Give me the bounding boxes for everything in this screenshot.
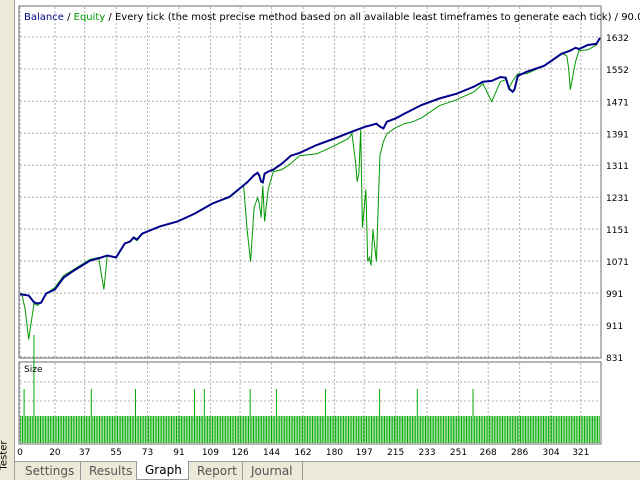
equity-legend: Equity (74, 12, 106, 23)
y-tick-label: 1391 (606, 130, 629, 140)
x-tick-label: 197 (356, 448, 373, 458)
balance-legend: Balance (24, 12, 64, 23)
y-tick-label: 831 (606, 354, 623, 364)
y-tick-label: 1071 (606, 258, 629, 268)
y-tick-label: 991 (606, 290, 623, 300)
x-tick-label: 126 (232, 448, 249, 458)
y-tick-label: 1231 (606, 194, 629, 204)
y-tick-label: 1552 (606, 66, 629, 76)
x-tick-label: 20 (49, 448, 61, 458)
x-tick-label: 268 (480, 448, 497, 458)
x-tick-label: 162 (294, 448, 311, 458)
tester-sidebar-label-box: Tester (0, 436, 13, 476)
tester-sidebar-label: Tester (0, 440, 10, 471)
tab-report[interactable]: Report (189, 462, 243, 480)
tab-graph[interactable]: Graph (136, 461, 189, 480)
x-tick-label: 73 (142, 448, 153, 458)
y-tick-label: 1151 (606, 226, 629, 236)
balance-line (19, 37, 601, 305)
y-tick-label: 1311 (606, 162, 629, 172)
size-label: Size (24, 365, 43, 375)
x-tick-label: 55 (110, 448, 121, 458)
tester-tab-bar: Settings Results Graph Report Journal (15, 461, 640, 480)
x-tick-label: 180 (326, 448, 343, 458)
tab-journal[interactable]: Journal (243, 462, 303, 480)
y-tick-label: 1471 (606, 98, 629, 108)
x-tick-label: 215 (387, 448, 404, 458)
x-tick-label: 37 (79, 448, 90, 458)
x-tick-label: 91 (173, 448, 184, 458)
x-tick-label: 144 (263, 448, 280, 458)
tester-sidebar: Tester (0, 0, 15, 480)
x-tick-label: 304 (542, 448, 559, 458)
legend-separator: / (64, 12, 74, 23)
x-tick-label: 109 (202, 448, 219, 458)
test-description: / Every tick (the most precise method ba… (105, 12, 640, 23)
y-tick-label: 1632 (606, 34, 629, 44)
chart-legend-header: Balance / Equity / Every tick (the most … (24, 12, 640, 23)
x-tick-label: 233 (418, 448, 435, 458)
tab-settings[interactable]: Settings (17, 462, 81, 480)
tester-graph: 1632 1552 1471 1391 1311 1231 1151 1071 991 911 83… (17, 5, 640, 458)
tab-results[interactable]: Results (81, 462, 137, 480)
x-tick-label: 251 (450, 448, 467, 458)
x-tick-label: 321 (572, 448, 589, 458)
equity-chart-area (18, 5, 602, 359)
x-tick-label: 0 (17, 448, 23, 458)
y-tick-label: 911 (606, 322, 623, 332)
x-tick-label: 286 (511, 448, 528, 458)
